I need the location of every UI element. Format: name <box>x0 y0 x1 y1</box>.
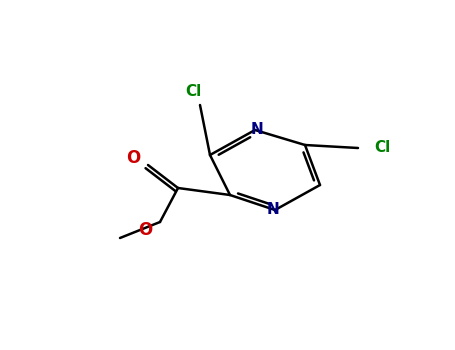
Text: Cl: Cl <box>374 140 390 155</box>
Text: Cl: Cl <box>185 84 201 99</box>
Text: N: N <box>267 203 279 217</box>
Text: O: O <box>126 149 140 167</box>
Text: O: O <box>138 221 152 239</box>
Text: N: N <box>251 122 263 138</box>
